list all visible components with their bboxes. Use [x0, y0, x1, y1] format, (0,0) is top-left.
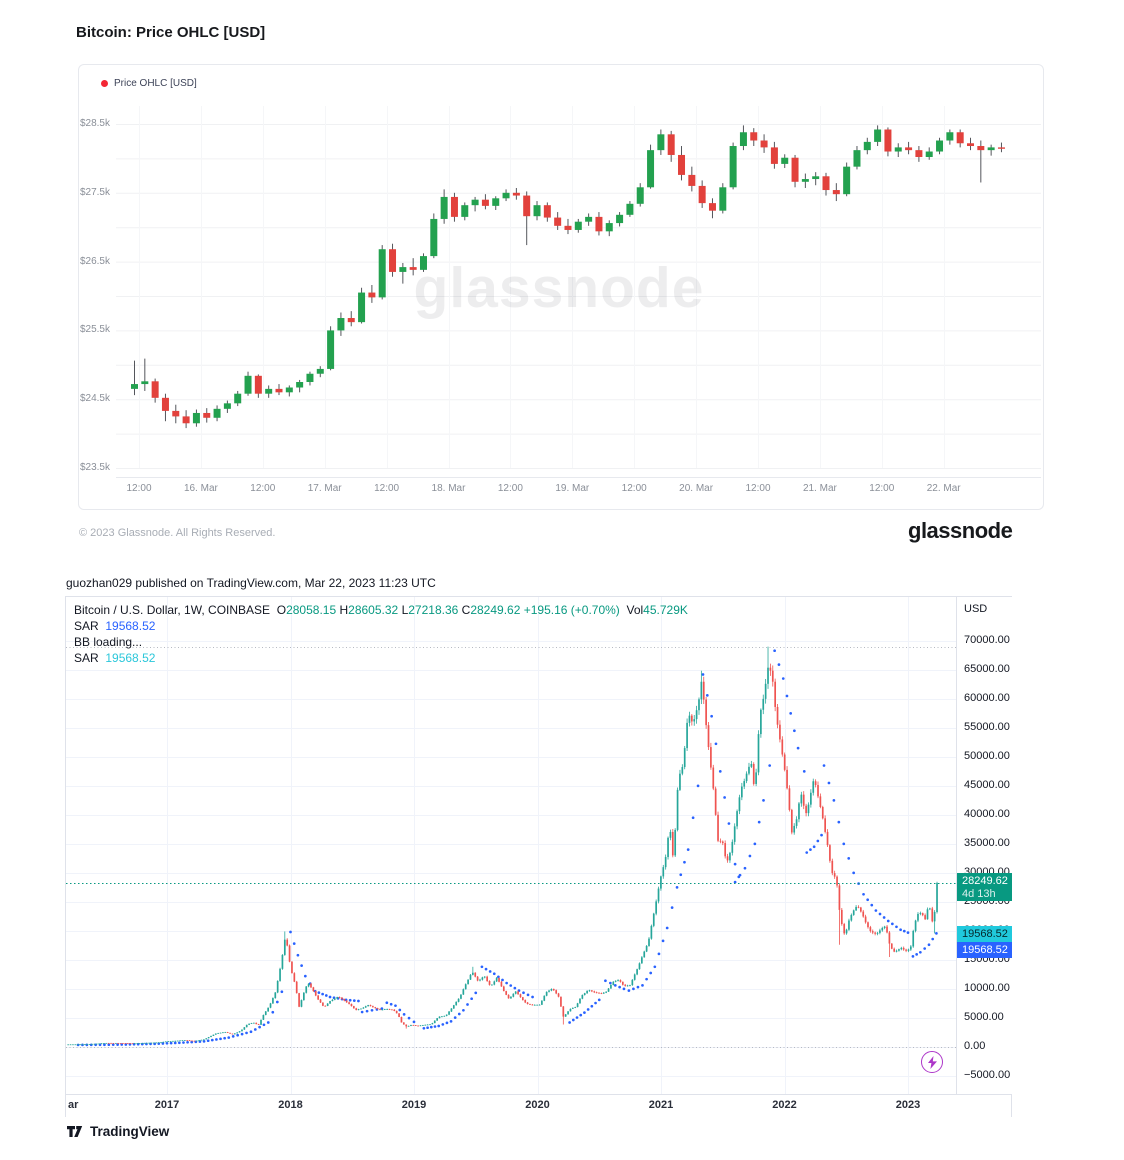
sar-indicator-row-1[interactable]: SAR 19568.52: [74, 618, 688, 634]
legend-series-label: Price OHLC [USD]: [114, 78, 197, 89]
time-axis-tick-label: 2017: [154, 1099, 180, 1111]
price-axis-tick-label: 60000.00: [964, 692, 1010, 705]
spacer: [270, 603, 277, 617]
price-axis-tick-label: −5000.00: [964, 1069, 1011, 1082]
y-axis-tick-label: $27.5k: [79, 186, 110, 198]
tradingview-legend[interactable]: Bitcoin / U.S. Dollar, 1W, COINBASE O280…: [74, 602, 688, 666]
tradingview-logo[interactable]: TradingView: [66, 1123, 169, 1140]
time-axis-tick-label: 2021: [648, 1099, 674, 1111]
time-axis-tick-label: 2023: [895, 1099, 921, 1111]
time-axis-tick-label: 2020: [525, 1099, 550, 1111]
time-axis-tick-label: 2018: [278, 1099, 303, 1111]
ohlc-value: 27218.36: [408, 603, 459, 617]
ohlc-letter: H: [339, 603, 349, 617]
glassnode-chart-card: glassnode Price OHLC [USD] $28.5k$27.5k$…: [78, 64, 1045, 511]
price-axis-tick-label: 45000.00: [964, 779, 1010, 792]
x-axis-tick-label: 12:00: [126, 483, 152, 494]
last-price-badge: 28249.62 4d 13h: [957, 873, 1012, 901]
change-value: +195.16 (+0.70%): [523, 603, 620, 617]
bar-countdown: 4d 13h: [962, 888, 996, 900]
tradingview-price-chart[interactable]: [66, 597, 956, 1094]
x-axis-tick-label: 17. Mar: [307, 483, 342, 494]
sar-indicator-row-2[interactable]: SAR 19568.52: [74, 650, 688, 666]
tradingview-logo-text: TradingView: [90, 1124, 170, 1139]
ohlc-letter: O: [276, 603, 287, 617]
last-price-value: 28249.62: [962, 875, 1008, 887]
glassnode-copyright: © 2023 Glassnode. All Rights Reserved.: [79, 527, 276, 539]
tradingview-mark-icon: [67, 1126, 83, 1137]
tradingview-chart-widget: Bitcoin / U.S. Dollar, 1W, COINBASE O280…: [65, 596, 1012, 1117]
ohlc-value: 28605.32: [348, 603, 399, 617]
price-axis-tick-label: 65000.00: [964, 663, 1010, 676]
x-axis-tick-label: 19. Mar: [555, 483, 590, 494]
tradingview-published-line: guozhan029 published on TradingView.com,…: [66, 576, 436, 590]
x-axis-tick-label: 18. Mar: [431, 483, 466, 494]
price-axis-tick-label: 55000.00: [964, 721, 1010, 734]
x-axis-tick-label: 21. Mar: [802, 483, 837, 494]
symbol-ohlc-row[interactable]: Bitcoin / U.S. Dollar, 1W, COINBASE O280…: [74, 602, 688, 618]
y-axis-tick-label: $26.5k: [79, 255, 110, 267]
x-axis-tick-label: 12:00: [869, 483, 895, 494]
legend-series-dot-icon: [101, 80, 108, 87]
price-axis-tick-label: 50000.00: [964, 750, 1010, 763]
sar2-label: SAR: [74, 651, 99, 665]
volume-value: 45.729K: [643, 603, 688, 617]
ohlc-letter: L: [401, 603, 409, 617]
glassnode-chart-title: Bitcoin: Price OHLC [USD]: [76, 24, 266, 41]
x-axis-tick-label: 12:00: [745, 483, 771, 494]
x-axis-tick-label: 20. Mar: [679, 483, 714, 494]
x-axis-tick-label: 12:00: [497, 483, 523, 494]
price-axis-tick-label: 0.00: [964, 1040, 986, 1053]
y-axis-tick-label: $24.5k: [79, 393, 110, 405]
price-axis-unit-label: USD: [964, 603, 988, 615]
glassnode-ohlc-chart[interactable]: [79, 65, 1045, 511]
x-axis-tick-label: 12:00: [621, 483, 647, 494]
sar-price-badge-cyan: 19568.52: [957, 926, 1012, 942]
time-axis-tick-label: 2022: [772, 1099, 797, 1111]
volume-label: Vol: [626, 603, 644, 617]
y-axis-tick-label: $25.5k: [79, 324, 110, 336]
ohlc-letter: C: [461, 603, 471, 617]
y-axis-tick-label: $23.5k: [79, 462, 110, 473]
symbol-description: Bitcoin / U.S. Dollar, 1W, COINBASE: [74, 603, 271, 617]
sar2-value: 19568.52: [105, 651, 156, 665]
x-axis-tick-label: 12:00: [250, 483, 276, 494]
tradingview-time-axis[interactable]: ar 2017 2018 2019 2020 2021 2022 2023: [66, 1094, 1011, 1117]
ohlc-value: 28249.62: [470, 603, 521, 617]
lightning-bolt-icon: [927, 1055, 937, 1069]
price-axis-tick-label: 40000.00: [964, 808, 1010, 821]
time-axis-tick-label: ar: [68, 1099, 79, 1111]
ohlc-value: 28058.15: [286, 603, 337, 617]
sar-price-badge-blue: 19568.52: [957, 942, 1012, 958]
x-axis-tick-label: 12:00: [374, 483, 400, 494]
sar1-label: SAR: [74, 619, 99, 633]
time-axis-tick-label: 2019: [401, 1099, 427, 1111]
sar1-value: 19568.52: [105, 619, 156, 633]
y-axis-tick-label: $28.5k: [79, 118, 110, 129]
price-axis-tick-label: 5000.00: [964, 1011, 1004, 1024]
tradingview-price-axis[interactable]: USD 70000.00 65000.00 60000.00 55000.00 5000…: [956, 597, 1012, 1094]
lightning-bolt-button[interactable]: [921, 1051, 943, 1073]
x-axis-tick-label: 22. Mar: [926, 483, 961, 494]
glassnode-legend[interactable]: Price OHLC [USD]: [101, 78, 197, 89]
bb-loading-label: BB loading...: [74, 635, 143, 649]
bb-indicator-row[interactable]: BB loading...: [74, 634, 688, 650]
x-axis-tick-label: 16. Mar: [183, 483, 218, 494]
price-axis-tick-label: 70000.00: [964, 634, 1010, 647]
price-axis-tick-label: 35000.00: [964, 837, 1010, 850]
glassnode-logo: glassnode: [908, 518, 1013, 543]
price-axis-tick-label: 10000.00: [964, 982, 1010, 995]
